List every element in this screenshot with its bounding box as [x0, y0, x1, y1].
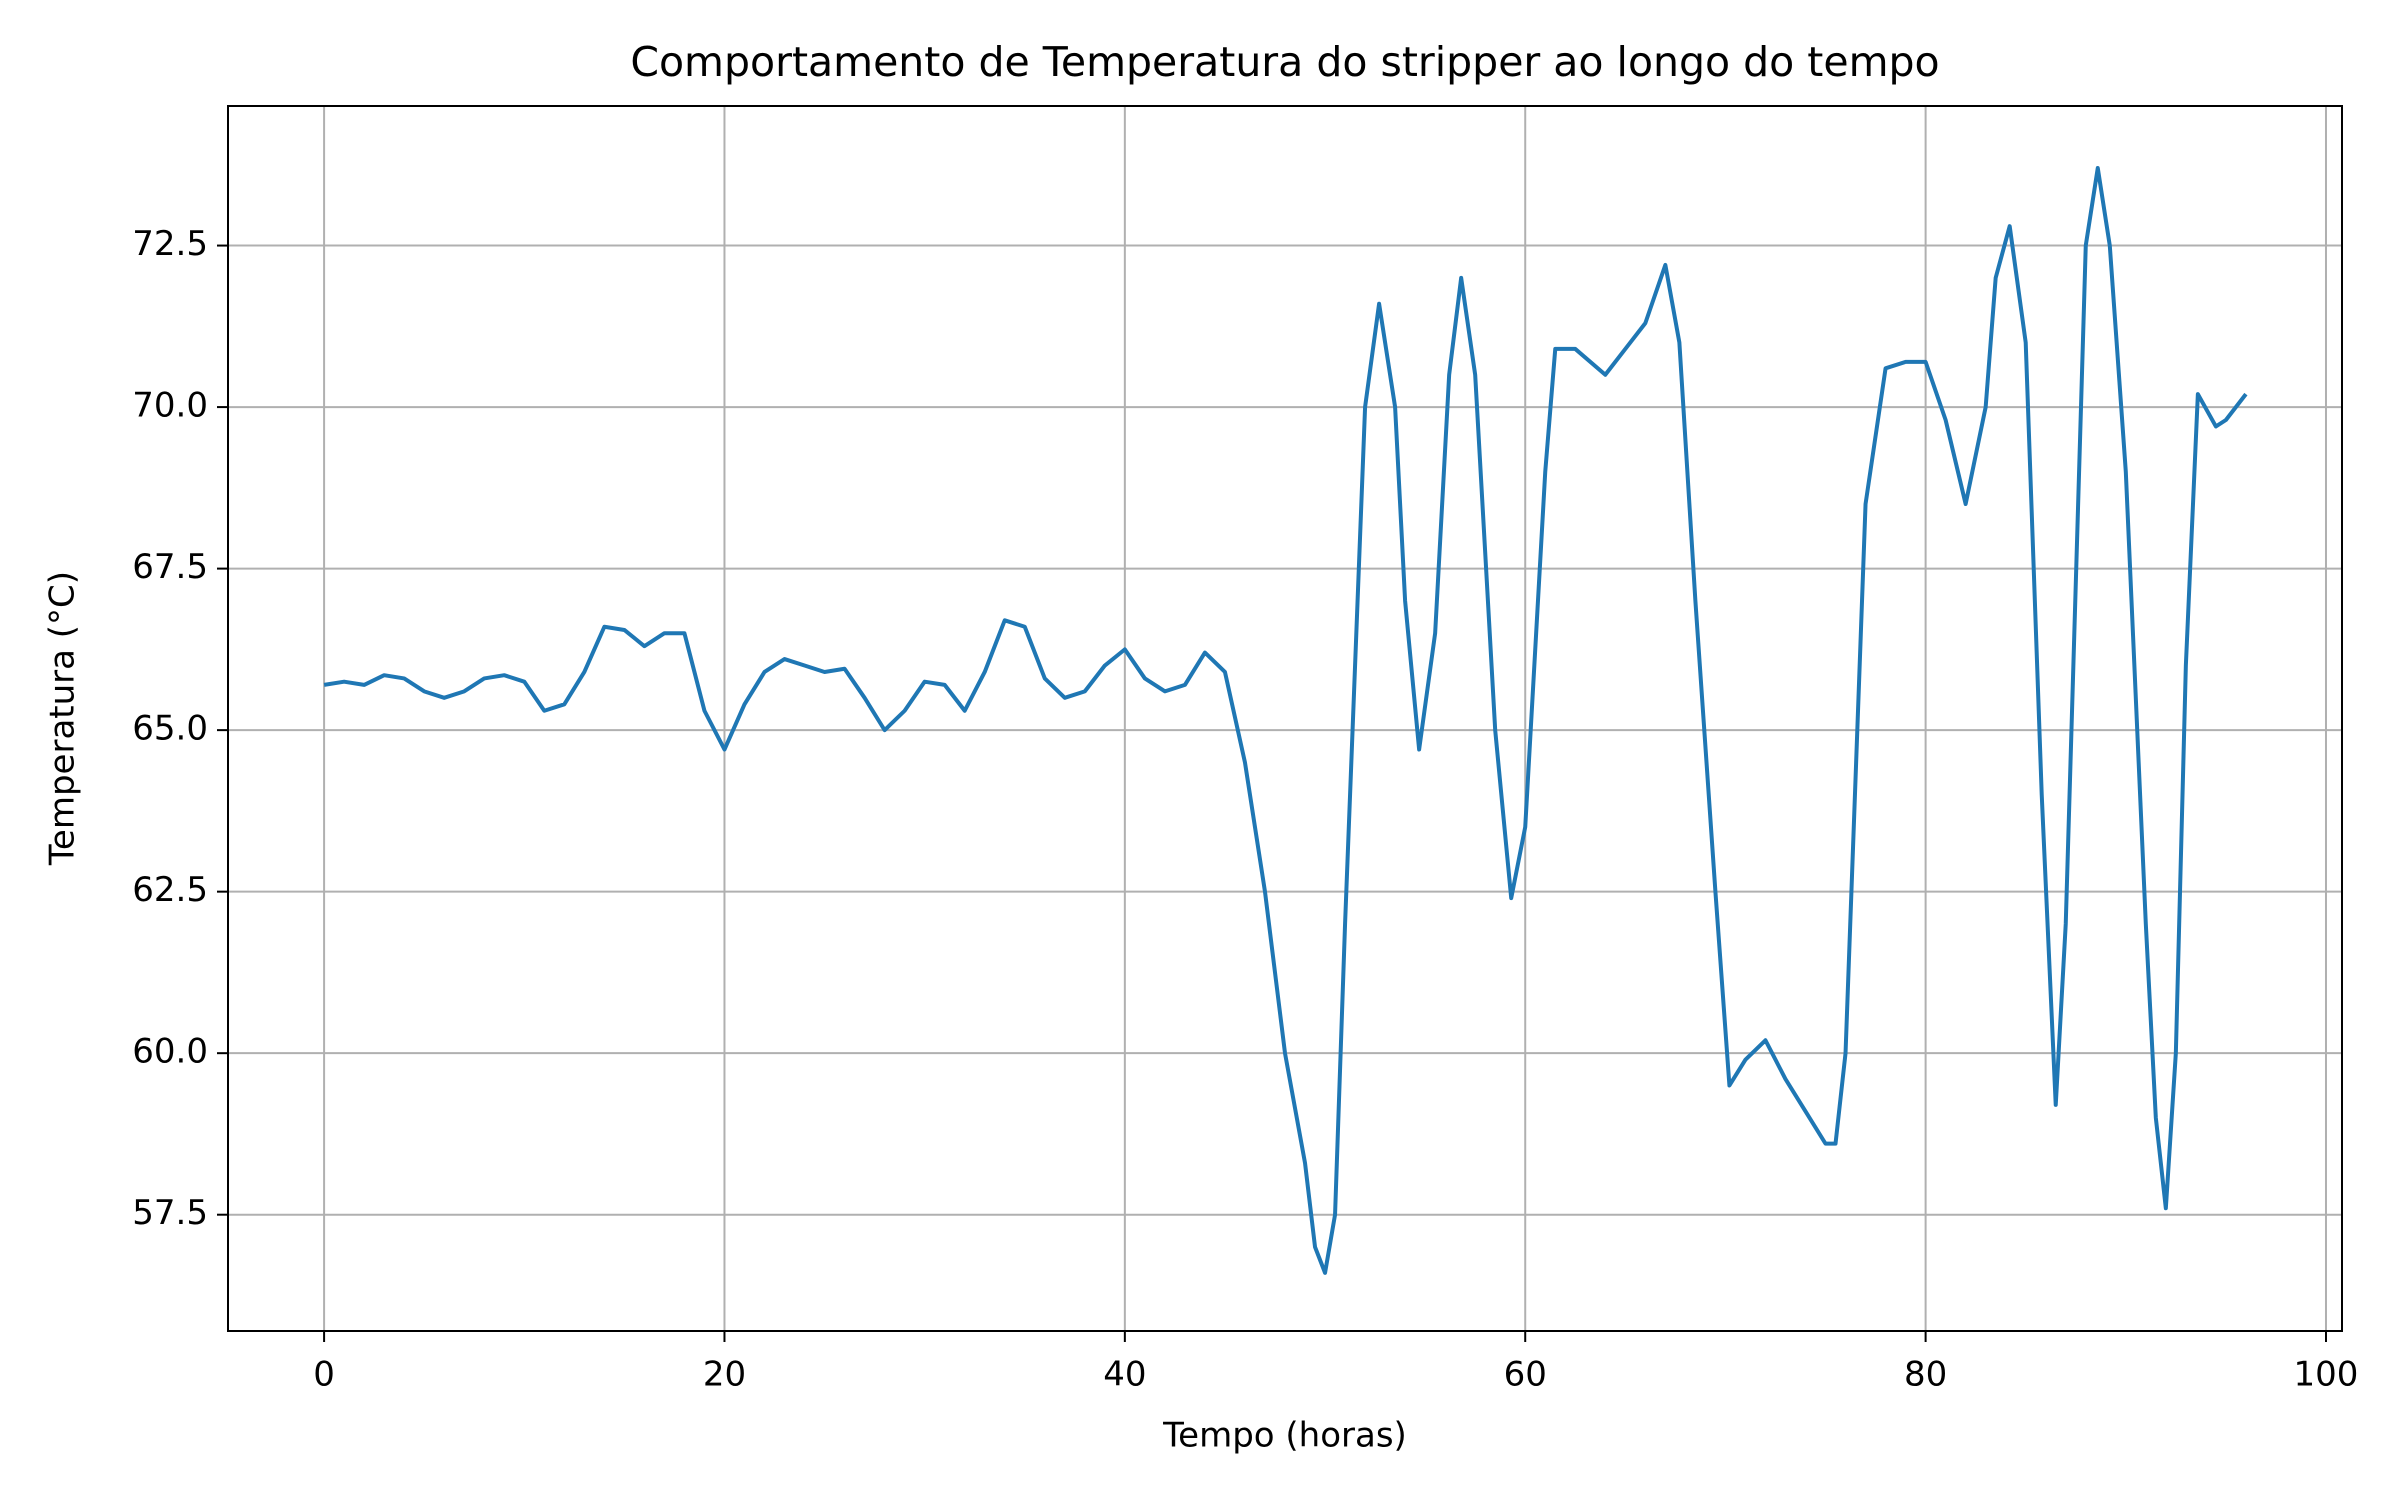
x-tick-label: 0 [313, 1355, 335, 1395]
x-tick-label: 100 [2294, 1355, 2359, 1395]
y-tick-label: 65.0 [132, 709, 208, 749]
x-axis-label: Tempo (horas) [1162, 1416, 1407, 1456]
x-tick-label: 60 [1504, 1355, 1547, 1395]
x-tick-label: 20 [703, 1355, 746, 1395]
line-series [323, 166, 2248, 1275]
x-tick-label: 80 [1904, 1355, 1947, 1395]
y-axis-label: Temperatura (°C) [43, 571, 83, 866]
y-tick-label: 60.0 [132, 1032, 208, 1072]
plot-frame [227, 105, 2343, 1332]
y-tick-label: 72.5 [132, 224, 208, 264]
y-tick-label: 70.0 [132, 386, 208, 426]
x-tick-label: 40 [1103, 1355, 1146, 1395]
y-tick-label: 67.5 [132, 547, 208, 587]
chart-title: Comportamento de Temperatura do stripper… [630, 38, 1939, 86]
y-tick-label: 57.5 [132, 1193, 208, 1233]
y-tick-label: 62.5 [132, 870, 208, 910]
